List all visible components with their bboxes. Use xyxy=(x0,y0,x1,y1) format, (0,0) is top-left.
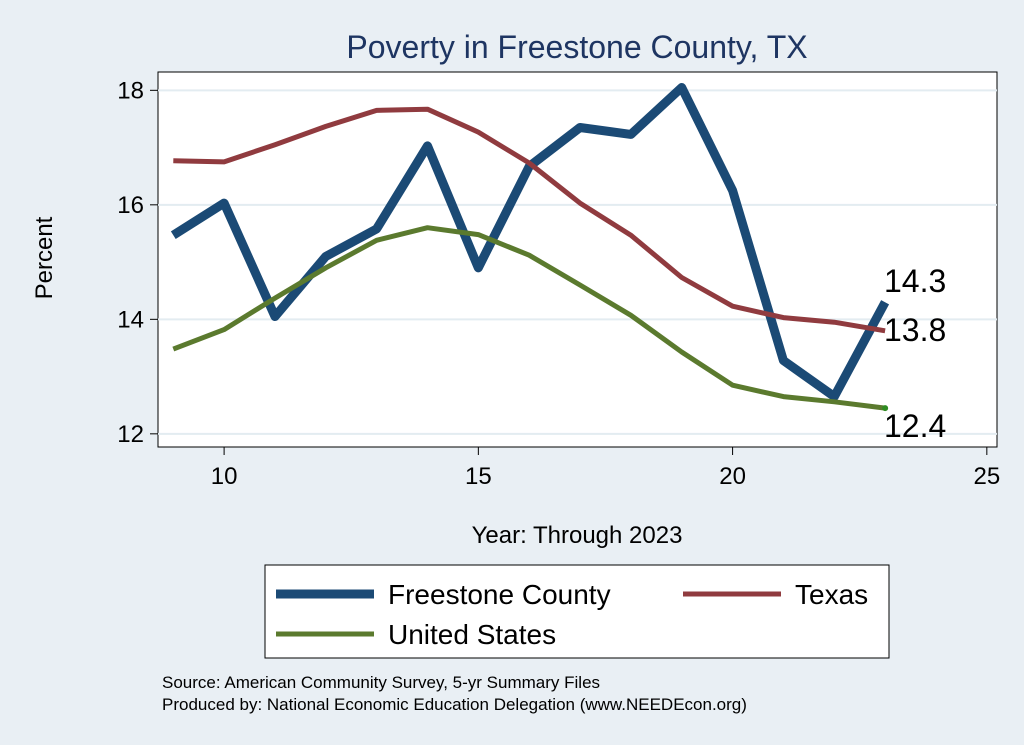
series-lines xyxy=(170,83,890,412)
x-axis-ticks: 10 15 20 25 xyxy=(211,447,1000,490)
x-tick-label-20: 20 xyxy=(719,463,746,490)
source-note: Source: American Community Survey, 5-yr … xyxy=(162,673,600,692)
legend: Freestone County Texas United States xyxy=(264,564,890,659)
y-tick-label-16: 16 xyxy=(117,192,144,219)
end-label-united-states: 12.4 xyxy=(884,408,946,444)
end-point-marker-united-states xyxy=(882,405,889,412)
x-axis-title: Year: Through 2023 xyxy=(472,522,683,549)
end-label-texas: 13.8 xyxy=(884,312,946,348)
series-line-texas xyxy=(173,106,886,334)
legend-box xyxy=(264,564,890,659)
x-tick-label-25: 25 xyxy=(973,463,1000,490)
y-axis-ticks: 12 14 16 18 xyxy=(117,77,158,448)
x-tick-label-15: 15 xyxy=(465,463,492,490)
y-tick-label-12: 12 xyxy=(117,421,144,448)
end-label-freestone-county: 14.3 xyxy=(884,263,946,299)
series-line-united-states xyxy=(172,225,886,411)
chart-title: Poverty in Freestone County, TX xyxy=(346,29,807,65)
legend-label-texas: Texas xyxy=(795,579,868,610)
producer-note: Produced by: National Economic Education… xyxy=(162,695,747,714)
legend-label-freestone-county: Freestone County xyxy=(388,579,611,610)
y-tick-label-14: 14 xyxy=(117,306,144,333)
gridlines xyxy=(158,89,997,435)
x-tick-label-10: 10 xyxy=(211,463,238,490)
end-labels: 14.3 13.8 12.4 xyxy=(884,263,946,444)
series-line-freestone-county xyxy=(170,83,890,402)
y-tick-label-18: 18 xyxy=(117,77,144,104)
legend-label-united-states: United States xyxy=(388,619,556,650)
y-axis-title: Percent xyxy=(31,216,58,299)
